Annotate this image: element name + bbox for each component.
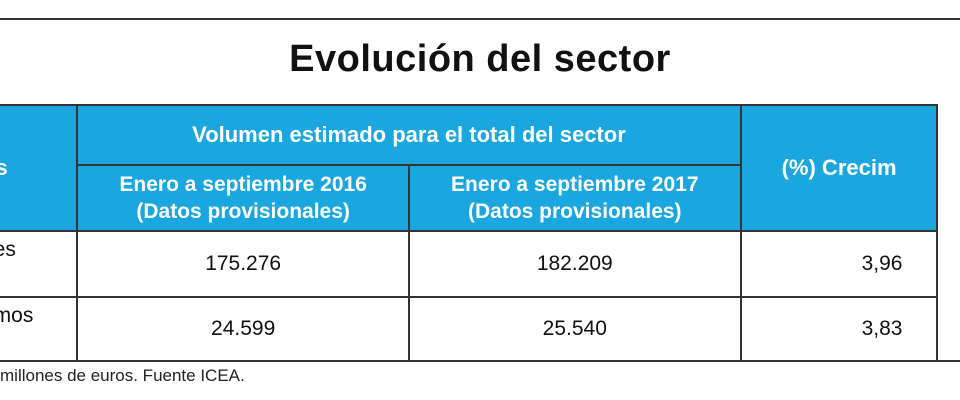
row-label: amos xyxy=(0,296,79,362)
cell-2016: 24.599 xyxy=(76,296,410,362)
cell-growth: 3,96 xyxy=(739,230,939,298)
page-title: Evolución del sector xyxy=(289,38,671,80)
cell-2017: 182.209 xyxy=(407,230,742,298)
header-volume-group: Volumen estimado para el total del secto… xyxy=(76,104,742,166)
header-2017-line2: (Datos provisionales) xyxy=(468,200,682,223)
header-2016-line1: Enero a septiembre 2016 xyxy=(119,173,367,196)
table-frame xyxy=(0,18,960,362)
header-2016-line2: (Datos provisionales) xyxy=(136,200,350,223)
cell-growth: 3,83 xyxy=(739,296,939,362)
header-2017-line1: Enero a septiembre 2017 xyxy=(451,173,699,196)
header-row-main: os Volumen estimado para el total del se… xyxy=(0,104,939,232)
sector-table: os Volumen estimado para el total del se… xyxy=(0,104,939,362)
header-row-sub: Enero a septiembre 2016 (Datos provision… xyxy=(0,164,937,232)
row-label: nes xyxy=(0,230,79,298)
table-row: nes 175.276 182.209 3,96 xyxy=(0,230,939,298)
cell-2017: 25.540 xyxy=(407,296,742,362)
header-category: os xyxy=(0,104,79,232)
table-row: amos 24.599 25.540 3,83 xyxy=(0,296,939,362)
header-growth: (%) Crecim xyxy=(739,104,939,232)
cell-2016: 175.276 xyxy=(76,230,410,298)
header-2017: Enero a septiembre 2017 (Datos provision… xyxy=(407,164,742,232)
header-2016: Enero a septiembre 2016 (Datos provision… xyxy=(76,164,410,232)
source-footnote: millones de euros. Fuente ICEA. xyxy=(0,366,245,385)
